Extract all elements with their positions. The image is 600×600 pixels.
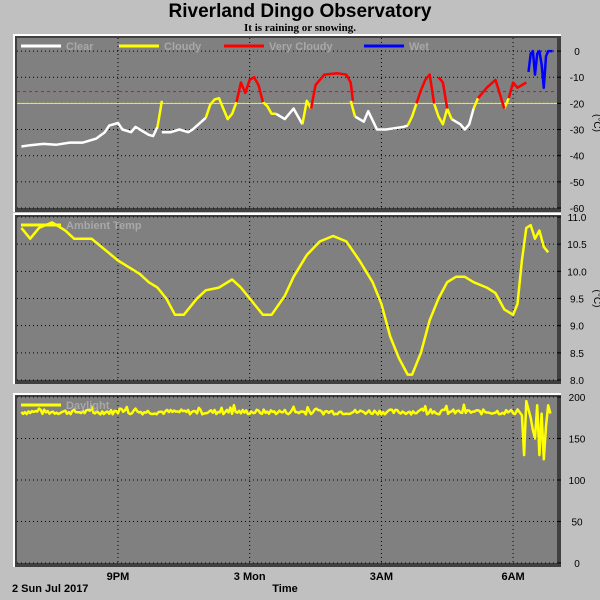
y-unit-label: (°C) xyxy=(591,290,600,308)
y-tick-label: 10.0 xyxy=(567,267,587,278)
series-very-cloudy-line xyxy=(415,73,436,104)
series-cloudy-line xyxy=(262,101,276,116)
series-very-cloudy-line xyxy=(309,72,355,109)
legend-very-cloudy-label: Very Cloudy xyxy=(269,41,333,53)
legend-cloudy-label: Cloudy xyxy=(164,41,202,53)
series-cloudy-line xyxy=(301,99,313,125)
y-tick-label: 50 xyxy=(571,518,583,529)
y-tick-label: 100 xyxy=(569,476,586,487)
plot-area xyxy=(17,217,557,380)
series-daylight-line xyxy=(20,399,552,461)
series-cloudy-line xyxy=(432,103,453,126)
y-tick-label: 0 xyxy=(574,559,580,570)
series-cloudy-line xyxy=(204,96,238,121)
y-tick-label: 11.0 xyxy=(568,213,587,224)
y-unit-label: (°C) xyxy=(591,114,600,132)
series-cloudy-line xyxy=(406,103,418,127)
x-tick-label: 9PM xyxy=(107,571,130,583)
series-very-cloudy-line xyxy=(437,76,449,109)
series-clear-line xyxy=(21,121,159,148)
series-clear-line xyxy=(275,107,304,125)
y-tick-label: 8.0 xyxy=(570,376,584,387)
series-clear-line xyxy=(450,108,475,131)
footer-date: 2 Sun Jul 2017 xyxy=(12,583,89,595)
series-cloudy-line xyxy=(349,100,357,117)
series-ambient-temp-line xyxy=(20,221,550,376)
series-very-cloudy-line xyxy=(235,75,265,103)
chart-panel-temp: 11.0 10.5 10.0 9.5 9.0 8.5 8.0 (°C) Ambient Temp xyxy=(13,213,600,387)
y-tick-label: 200 xyxy=(569,393,586,404)
x-tick-label: 3 Mon xyxy=(234,571,266,583)
chart-panel-cloud: 0 -10 -20 -30 -40 -50 -60 (°C) Clear Cloudy Very C… xyxy=(13,34,600,215)
series-clear-line xyxy=(354,109,409,131)
legend-wet-label: Wet xyxy=(409,41,429,53)
y-tick-label: -50 xyxy=(570,178,585,189)
series-very-cloudy-line xyxy=(477,78,506,109)
legend-ambient-temp-label: Ambient Temp xyxy=(66,220,142,232)
series-clear-line xyxy=(161,116,207,134)
y-tick-label: -60 xyxy=(570,204,585,215)
y-tick-label: -40 xyxy=(570,152,585,163)
series-cloudy-line xyxy=(472,97,480,110)
plot-area xyxy=(17,397,557,563)
legend-clear-label: Clear xyxy=(66,41,94,53)
series-very-cloudy-line xyxy=(507,81,527,99)
y-tick-label: -10 xyxy=(570,73,585,84)
x-tick-label: 3AM xyxy=(370,571,393,583)
series-cloudy-line xyxy=(156,100,164,128)
y-tick-label: 8.5 xyxy=(570,349,584,360)
y-tick-label: 150 xyxy=(569,435,586,446)
x-axis-title: Time xyxy=(272,583,298,595)
page-title: Riverland Dingo Observatory xyxy=(168,1,432,22)
plot-area xyxy=(17,38,557,208)
y-tick-label: -20 xyxy=(570,99,585,110)
y-tick-label: 0 xyxy=(574,47,580,58)
series-wet-line xyxy=(527,49,553,89)
page-subtitle: It is raining or snowing. xyxy=(244,22,356,34)
y-tick-label: 10.5 xyxy=(567,240,587,251)
y-tick-label: 9.0 xyxy=(570,322,584,333)
y-tick-label: -30 xyxy=(570,126,585,137)
legend-daylight-label: Daylight xyxy=(66,400,110,412)
chart-panel-daylight: 200 150 100 50 0 Daylight xyxy=(13,393,586,570)
x-tick-label: 6AM xyxy=(501,571,524,583)
y-tick-label: 9.5 xyxy=(570,295,584,306)
